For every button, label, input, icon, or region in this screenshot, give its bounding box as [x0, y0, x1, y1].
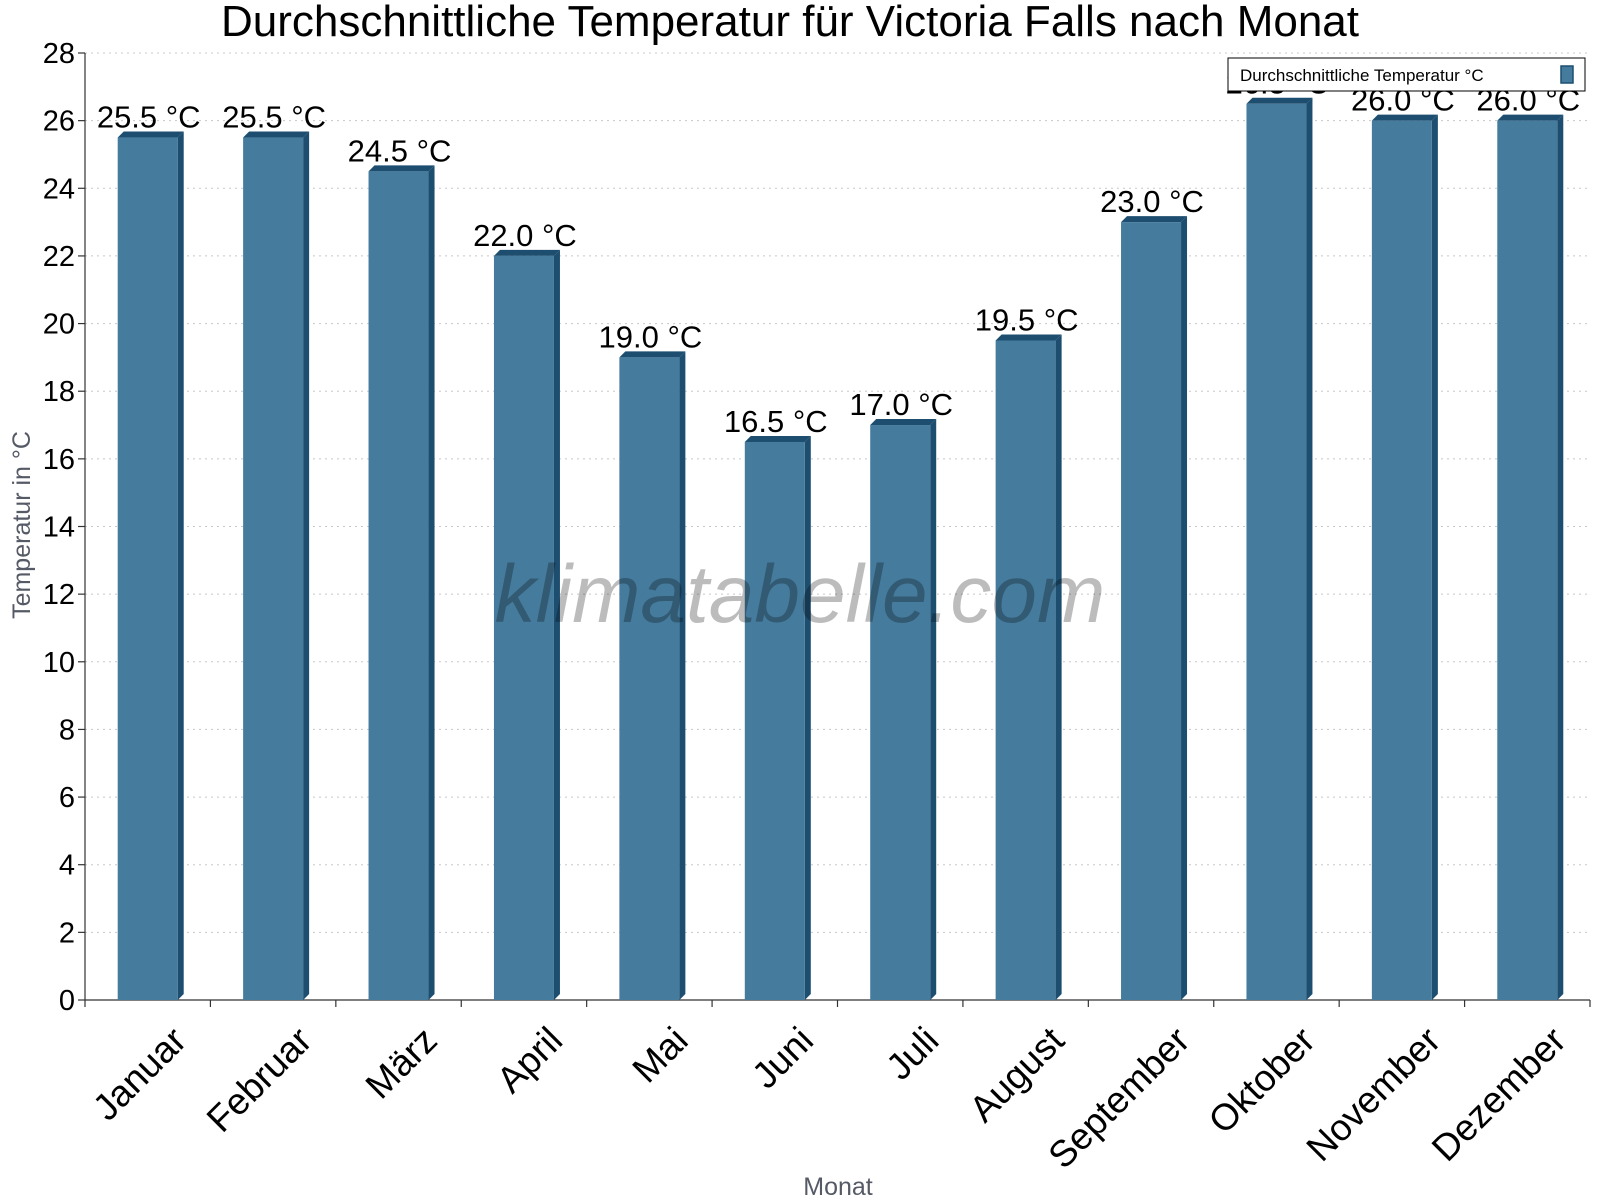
x-tick-label: Oktober [1201, 1019, 1323, 1141]
bar-front [619, 357, 680, 1001]
bar-side [1306, 97, 1313, 1001]
bar-top [995, 334, 1062, 341]
bar-oktober [1246, 97, 1313, 1001]
y-tick-label: 4 [59, 850, 75, 882]
bar-front [1497, 120, 1558, 1000]
bar-front [493, 255, 554, 1000]
bar-side [1055, 334, 1062, 1000]
bar-top [619, 351, 686, 358]
bar-september [1121, 216, 1188, 1000]
x-tick-label: Juni [744, 1019, 821, 1096]
bar-februar [243, 131, 310, 1000]
x-tick-label: März [358, 1019, 445, 1106]
bar-top [493, 249, 560, 256]
bar-top [1497, 114, 1564, 121]
data-label: 25.5 °C [222, 100, 326, 135]
bar-side [177, 131, 184, 1000]
grid-lines [85, 52, 1590, 933]
bar-side [1181, 216, 1188, 1000]
x-tick-label: Mai [625, 1019, 696, 1090]
bar-side [679, 351, 686, 1001]
bar-side [1557, 114, 1564, 1000]
bar-märz [368, 165, 435, 1000]
data-label: 24.5 °C [348, 133, 452, 168]
bar-top [1121, 216, 1188, 223]
y-tick-label: 16 [43, 444, 75, 476]
y-tick-label: 6 [59, 782, 75, 814]
watermark: klimatabelle.com [495, 549, 1106, 640]
bar-side [804, 435, 811, 1001]
y-tick-label: 14 [43, 512, 75, 544]
bar-side [1431, 114, 1438, 1000]
x-tick-label: August [962, 1019, 1073, 1130]
y-tick-label: 26 [43, 106, 75, 138]
x-tick-labels: Januar Februar März April Mai Juni Juli AugustS… [85, 1019, 1574, 1176]
y-tick-label: 2 [59, 917, 75, 949]
bar-front [1246, 103, 1307, 1001]
bar-side [930, 419, 937, 1000]
bar-front [870, 425, 931, 1000]
data-label: 25.5 °C [97, 100, 201, 135]
bar-top [117, 131, 184, 138]
y-tick-label: 28 [43, 38, 75, 70]
x-tick-label: Juli [878, 1019, 946, 1087]
bar-top [243, 131, 310, 138]
data-label: 22.0 °C [473, 218, 577, 253]
data-labels: 25.5 °C 25.5 °C 24.5 °C 22.0 °C 19.0 °C 16.5 … [97, 66, 1580, 439]
y-tick-label: 8 [59, 714, 75, 746]
y-tick-label: 22 [43, 241, 75, 273]
x-tick-label: April [489, 1019, 570, 1100]
legend-swatch [1560, 65, 1574, 84]
bar-top [1246, 97, 1313, 104]
bar-november [1371, 114, 1438, 1000]
y-tick-label: 10 [43, 647, 75, 679]
bar-august [995, 334, 1062, 1000]
bar-front [1371, 120, 1432, 1000]
bar-top [870, 419, 937, 426]
bar-front [1121, 222, 1182, 1000]
data-label: 23.0 °C [1100, 184, 1204, 219]
y-tick-label: 18 [43, 376, 75, 408]
bar-side [303, 131, 310, 1000]
bar-top [368, 165, 435, 172]
bar-front [117, 137, 178, 1000]
bar-front [995, 340, 1056, 1000]
bar-juni [744, 435, 811, 1001]
data-label: 17.0 °C [849, 387, 953, 422]
data-label: 19.0 °C [599, 319, 703, 354]
axes [78, 52, 1591, 1007]
y-tick-label: 20 [43, 309, 75, 341]
y-axis-label: Temperatur in °C [8, 431, 36, 619]
bar-side [553, 249, 560, 1000]
bar-front [368, 171, 429, 1000]
data-label: 16.5 °C [724, 404, 828, 439]
bar-januar [117, 131, 184, 1000]
bar-dezember [1497, 114, 1564, 1000]
legend-series-label: Durchschnittliche Temperatur °C [1240, 66, 1484, 85]
bar-top [1371, 114, 1438, 121]
y-tick-label: 0 [59, 985, 75, 1017]
bar-juli [870, 419, 937, 1000]
bar-front [243, 137, 304, 1000]
chart-title: Durchschnittliche Temperatur für Victori… [221, 0, 1359, 46]
y-tick-label: 24 [43, 173, 75, 205]
x-axis-label: Monat [803, 1173, 873, 1200]
bar-mai [619, 351, 686, 1001]
legend-box [1227, 57, 1586, 92]
bar-april [493, 249, 560, 1000]
bar-front [744, 441, 805, 1001]
bar-side [428, 165, 435, 1000]
bar-top [744, 435, 811, 442]
y-tick-label: 12 [43, 579, 75, 611]
x-tick-label: November [1299, 1019, 1449, 1169]
x-tick-label: Januar [85, 1019, 194, 1128]
data-label: 19.5 °C [975, 302, 1079, 337]
x-tick-label: Februar [199, 1019, 320, 1140]
bars [117, 97, 1564, 1001]
x-tick-label: Dezember [1424, 1019, 1574, 1169]
legend: Durchschnittliche Temperatur °C [1227, 57, 1586, 92]
